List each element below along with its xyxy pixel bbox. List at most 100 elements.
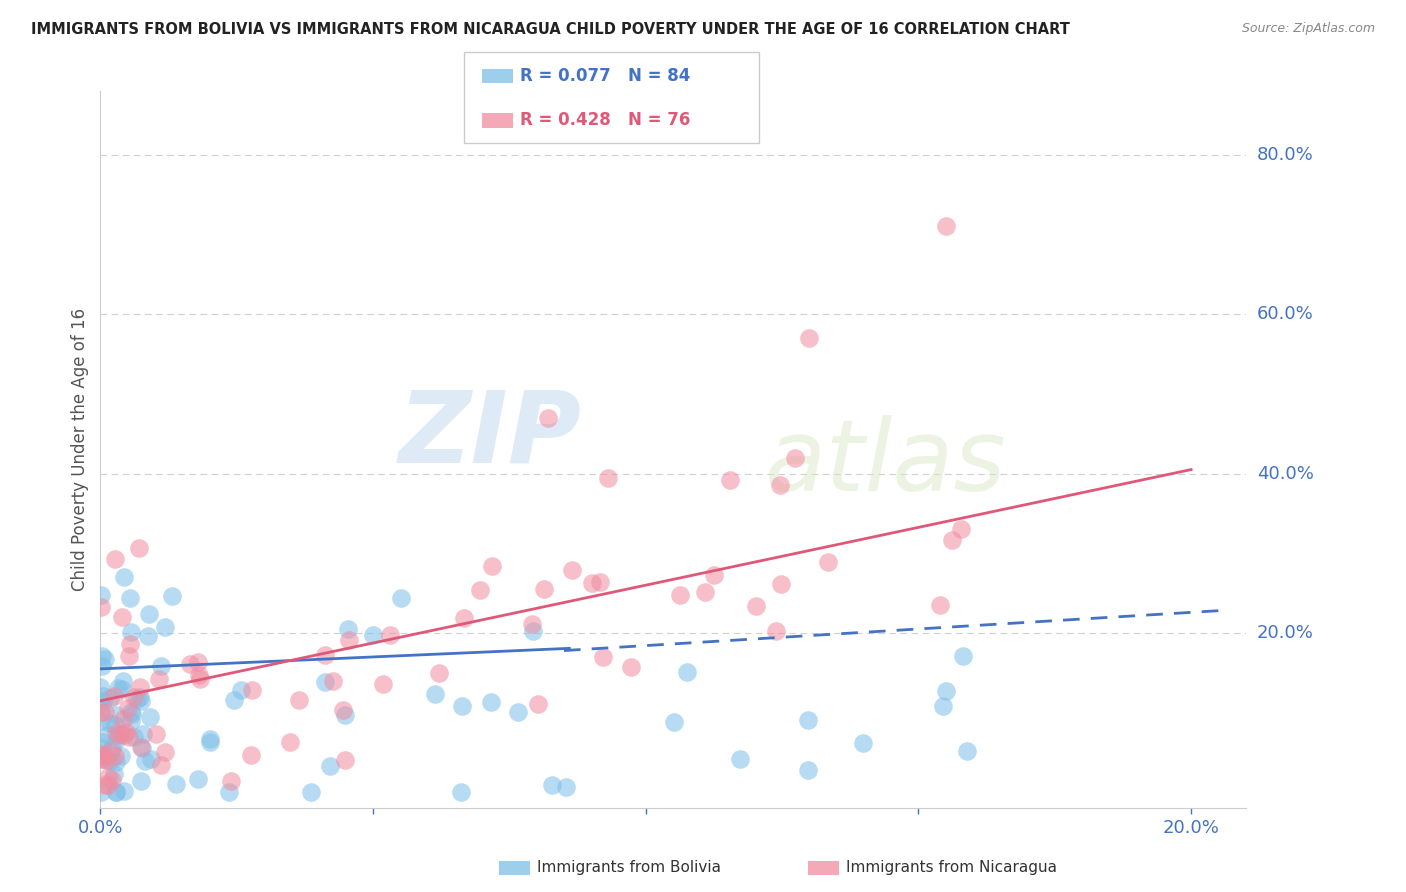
Point — [139, 752, 162, 766]
Point — [129, 681, 152, 695]
Point — [103, 748, 125, 763]
Point — [120, 705, 142, 719]
Point — [668, 589, 690, 603]
Text: Immigrants from Nicaragua: Immigrants from Nicaragua — [846, 860, 1057, 874]
Point — [105, 755, 128, 769]
Point — [111, 682, 134, 697]
Point — [314, 648, 336, 663]
Point — [98, 716, 121, 731]
Point — [153, 620, 176, 634]
Point — [561, 563, 583, 577]
Point — [121, 707, 143, 722]
Point — [581, 576, 603, 591]
Point — [481, 559, 503, 574]
Point — [187, 772, 209, 787]
Text: IMMIGRANTS FROM BOLIVIA VS IMMIGRANTS FROM NICARAGUA CHILD POVERTY UNDER THE AGE: IMMIGRANTS FROM BOLIVIA VS IMMIGRANTS FR… — [31, 22, 1070, 37]
Point — [91, 747, 114, 762]
Point — [132, 727, 155, 741]
Point — [128, 541, 150, 555]
Point — [231, 682, 253, 697]
Point — [122, 690, 145, 705]
Point — [188, 672, 211, 686]
Point — [129, 773, 152, 788]
Point — [94, 706, 117, 720]
Text: 40.0%: 40.0% — [1257, 465, 1313, 483]
Text: 20.0%: 20.0% — [1257, 624, 1313, 642]
Point — [730, 752, 752, 766]
Point — [120, 714, 142, 729]
Point — [90, 588, 112, 602]
Point — [218, 785, 240, 799]
Point — [339, 632, 361, 647]
Point — [138, 710, 160, 724]
Point — [278, 735, 301, 749]
Point — [120, 624, 142, 639]
Point — [148, 672, 170, 686]
Point — [333, 753, 356, 767]
Point — [522, 624, 544, 639]
Point — [118, 730, 141, 744]
Point — [104, 552, 127, 566]
Point — [105, 732, 128, 747]
Point — [676, 665, 699, 680]
Point — [91, 747, 114, 761]
Point — [150, 659, 173, 673]
Point — [956, 744, 979, 758]
Point — [107, 681, 129, 695]
Text: atlas: atlas — [765, 416, 1007, 513]
Text: ZIP: ZIP — [398, 387, 582, 483]
Point — [479, 695, 502, 709]
Y-axis label: Child Poverty Under the Age of 16: Child Poverty Under the Age of 16 — [72, 308, 89, 591]
Point — [97, 770, 120, 784]
Point — [117, 701, 139, 715]
Point — [155, 745, 177, 759]
Point — [952, 648, 974, 663]
Point — [131, 741, 153, 756]
Point — [470, 583, 492, 598]
Point — [112, 569, 135, 583]
Point — [90, 599, 112, 614]
Point — [105, 785, 128, 799]
Point — [91, 752, 114, 766]
Point — [941, 533, 963, 548]
Point — [112, 712, 135, 726]
Point — [150, 758, 173, 772]
Point — [333, 707, 356, 722]
Point — [101, 740, 124, 755]
Point — [97, 778, 120, 792]
Point — [450, 785, 472, 799]
Point — [852, 736, 875, 750]
Point — [427, 666, 450, 681]
Point — [200, 731, 222, 746]
Point — [91, 751, 114, 765]
Point — [101, 772, 124, 787]
Point — [104, 718, 127, 732]
Text: Immigrants from Bolivia: Immigrants from Bolivia — [537, 860, 721, 874]
Point — [104, 785, 127, 799]
Point — [91, 649, 114, 664]
Point — [138, 607, 160, 621]
Point — [450, 698, 472, 713]
Point — [122, 730, 145, 744]
Point — [361, 627, 384, 641]
Point — [96, 753, 118, 767]
Point — [332, 703, 354, 717]
Point — [90, 785, 112, 799]
Point — [371, 676, 394, 690]
Text: 80.0%: 80.0% — [1257, 145, 1313, 163]
Point — [453, 611, 475, 625]
Point — [100, 744, 122, 758]
Point — [103, 689, 125, 703]
Point — [90, 659, 112, 673]
Point — [91, 690, 114, 704]
Point — [112, 727, 135, 741]
Point — [162, 589, 184, 603]
Point — [188, 668, 211, 682]
Point — [118, 648, 141, 663]
Point — [104, 708, 127, 723]
Point — [693, 585, 716, 599]
Point — [718, 473, 741, 487]
Point — [91, 694, 114, 708]
Point — [299, 785, 322, 799]
Point — [935, 684, 957, 698]
